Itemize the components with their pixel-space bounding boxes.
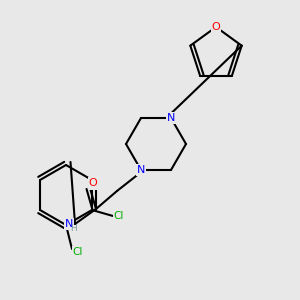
Text: Cl: Cl [114, 211, 124, 221]
Text: H: H [70, 224, 77, 233]
Text: O: O [212, 22, 220, 32]
Text: N: N [167, 113, 175, 123]
Text: Cl: Cl [73, 247, 83, 257]
Text: N: N [137, 165, 145, 175]
Text: N: N [65, 219, 73, 229]
Text: O: O [88, 178, 98, 188]
